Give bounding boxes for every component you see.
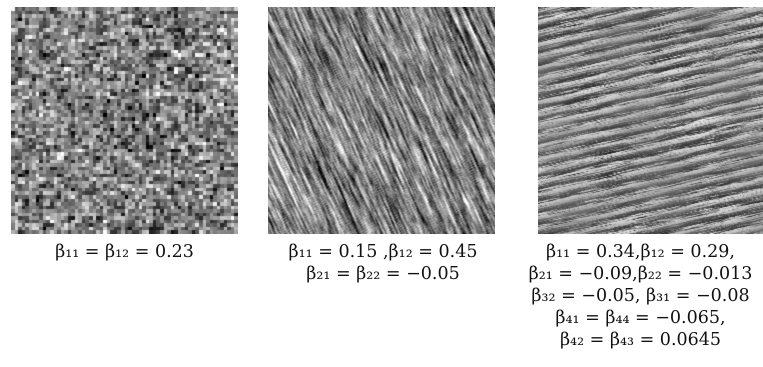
texture-image-1 xyxy=(11,7,238,234)
caption-3-line-5: β₄₂ = β₄₃ = 0.0645 xyxy=(559,330,722,350)
texture-image-3 xyxy=(538,7,763,234)
caption-2-line-1: β₁₁ = 0.15 ,β₁₂ = 0.45 xyxy=(288,242,478,262)
caption-2-line-2: β₂₁ = β₂₂ = −0.05 xyxy=(306,264,460,284)
caption-3: β₁₁ = 0.34,β₁₂ = 0.29, β₂₁ = −0.09,β₂₂ =… xyxy=(518,241,763,351)
caption-2: β₁₁ = 0.15 ,β₁₂ = 0.45 β₂₁ = β₂₂ = −0.05 xyxy=(258,241,508,285)
texture-canvas-3 xyxy=(538,7,763,234)
caption-3-line-3: β₃₂ = −0.05, β₃₁ = −0.08 xyxy=(531,286,750,306)
texture-canvas-2 xyxy=(268,7,495,234)
caption-1: β₁₁ = β₁₂ = 0.23 xyxy=(11,241,238,263)
caption-3-line-1: β₁₁ = 0.34,β₁₂ = 0.29, xyxy=(546,242,735,262)
caption-1-line-1: β₁₁ = β₁₂ = 0.23 xyxy=(55,242,194,262)
texture-canvas-1 xyxy=(11,7,238,234)
texture-image-2 xyxy=(268,7,495,234)
caption-3-line-2: β₂₁ = −0.09,β₂₂ = −0.013 xyxy=(528,264,753,284)
caption-3-line-4: β₄₁ = β₄₄ = −0.065, xyxy=(555,308,726,328)
